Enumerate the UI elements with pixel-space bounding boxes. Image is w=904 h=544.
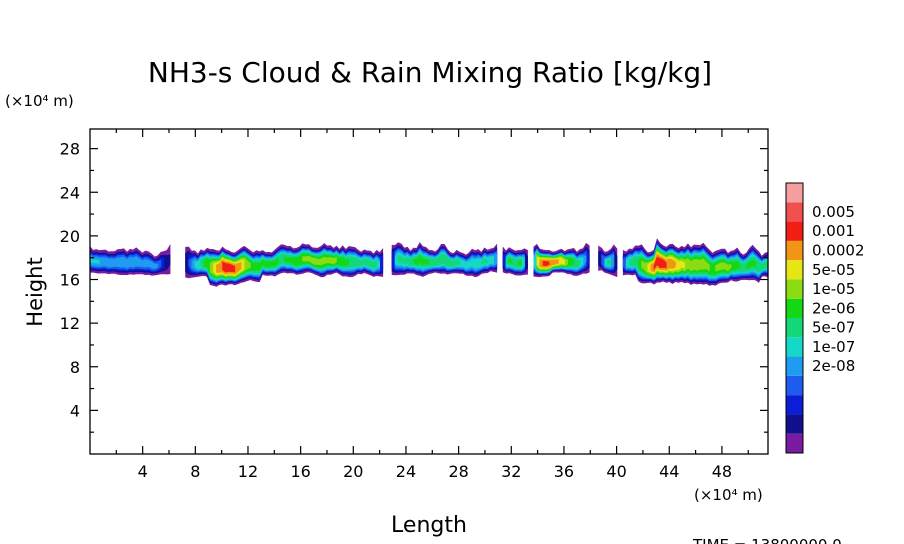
x-tick-label: 32 (501, 462, 521, 481)
colorbar-label: 2e-08 (812, 357, 855, 375)
y-tick-label: 24 (60, 183, 80, 202)
x-tick-label: 44 (659, 462, 679, 481)
colorbar-swatch (786, 433, 803, 453)
y-axis-label: Height (23, 257, 47, 326)
x-tick-label: 36 (554, 462, 574, 481)
colorbar-label: 1e-07 (812, 338, 855, 356)
colorbar-swatch (786, 183, 803, 203)
contour-level-6 (481, 258, 488, 266)
chart-title: NH3-s Cloud & Rain Mixing Ratio [kg/kg] (148, 56, 712, 89)
x-tick-label: 24 (396, 462, 416, 481)
colorbar-swatch (786, 202, 803, 222)
colorbar-label: 1e-05 (812, 280, 855, 298)
colorbar-swatch (786, 337, 803, 357)
y-tick-label: 8 (70, 358, 80, 377)
colorbar-swatch (786, 298, 803, 318)
x-tick-label: 40 (606, 462, 626, 481)
colorbar-swatch (786, 240, 803, 261)
time-label: TIME = 13800000.0 (692, 536, 842, 544)
contour-level-6 (607, 260, 612, 265)
x-tick-label: 48 (712, 462, 732, 481)
colorbar-label: 0.001 (812, 222, 855, 240)
x-axis-unit: (×10⁴ m) (694, 486, 763, 504)
contour-level-8 (302, 255, 337, 266)
colorbar-frame (785, 182, 804, 454)
colorbar-swatch (786, 318, 803, 338)
colorbar-label: 0.005 (812, 203, 855, 221)
colorbar-swatch (786, 356, 803, 376)
contour-level-7 (508, 258, 513, 264)
colorbar-label: 5e-05 (812, 261, 855, 279)
x-tick-label: 8 (190, 462, 200, 481)
x-tick-label: 16 (290, 462, 310, 481)
y-tick-label: 16 (60, 271, 80, 290)
x-axis-label: Length (391, 513, 467, 538)
y-tick-label: 20 (60, 227, 80, 246)
y-tick-label: 4 (70, 401, 80, 420)
x-tick-label: 12 (238, 462, 258, 481)
plot-frame (89, 128, 769, 455)
colorbar-label: 0.0002 (812, 242, 865, 260)
contour-level-11 (653, 256, 667, 271)
x-tick-label: 28 (448, 462, 468, 481)
x-tick-label: 20 (343, 462, 363, 481)
contour-level-8 (715, 262, 732, 272)
y-axis-unit: (×10⁴ m) (5, 92, 74, 110)
colorbar-label: 2e-06 (812, 299, 855, 317)
y-tick-label: 12 (60, 314, 80, 333)
y-tick-label: 28 (60, 140, 80, 159)
y-axis: 4 8 12 16 20 24 28 (60, 140, 768, 433)
contour-level-7 (413, 255, 430, 266)
contour-level-7 (746, 259, 756, 269)
contour-level-11 (222, 261, 236, 273)
contour-level-11 (542, 260, 550, 267)
x-axis: 4 8 12 16 20 24 28 32 36 40 44 48 (115, 129, 749, 481)
colorbar-swatch (786, 279, 803, 299)
x-tick-label: 4 (138, 462, 148, 481)
colorbar-label: 5e-07 (812, 319, 855, 337)
colorbar-swatch (786, 260, 803, 280)
contour-level-4 (90, 253, 159, 270)
colorbar-swatch (786, 395, 803, 415)
colorbar-swatch (786, 221, 803, 241)
colorbar-swatch (786, 414, 803, 434)
contour-level-5 (90, 256, 100, 265)
colorbar-swatch (786, 375, 803, 396)
contour-field (90, 238, 768, 287)
contour-level-7 (518, 260, 522, 266)
